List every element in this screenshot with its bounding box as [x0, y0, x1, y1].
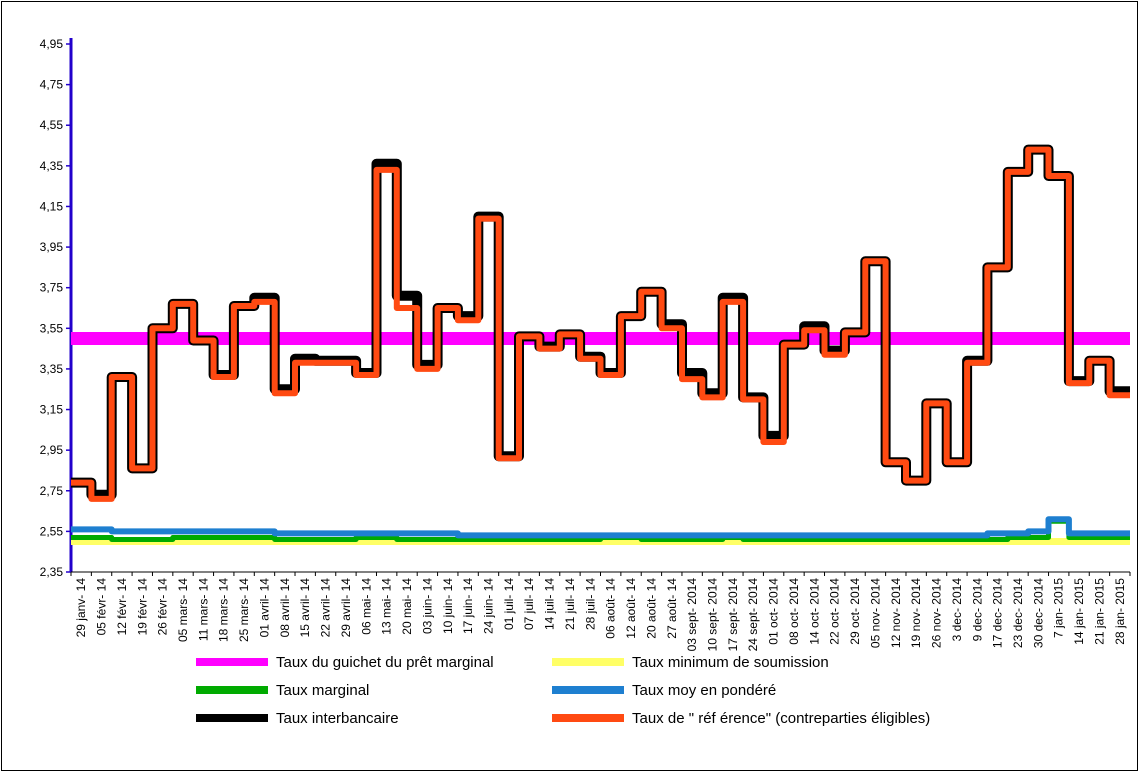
x-tick-label: 03 sept- 2014	[685, 578, 699, 652]
y-tick-label: 4,55	[40, 118, 64, 132]
legend-label: Taux du guichet du prêt marginal	[276, 654, 494, 671]
x-tick-label: 22 oct- 2014	[828, 578, 842, 645]
x-tick-label: 29 avril- 14	[339, 578, 353, 638]
x-tick-label: 06 mai- 14	[359, 578, 373, 635]
legend-swatch	[196, 686, 268, 694]
x-tick-label: 13 mai- 14	[380, 578, 394, 635]
legend-label: Taux interbancaire	[276, 710, 399, 727]
x-axis: 29 janv- 14 05 févr- 14 12 févr- 14 19 févr…	[70, 571, 1131, 652]
x-tick-label: 19 févr- 14	[135, 578, 149, 636]
x-tick-label: 7 jan- 2015	[1052, 578, 1066, 638]
x-tick-label: 05 févr- 14	[95, 578, 109, 636]
x-tick-label: 20 août- 14	[644, 578, 658, 639]
y-tick-label: 2,95	[40, 443, 64, 457]
x-tick-label: 19 nov- 2014	[909, 578, 923, 648]
legend-label: Taux moy en pondéré	[632, 682, 776, 699]
series-line-3	[71, 516, 1130, 539]
x-tick-label: 24 juin- 14	[481, 578, 495, 634]
x-tick-label: 12 févr- 14	[115, 578, 129, 636]
x-tick-label: 29 janv- 14	[74, 578, 88, 638]
x-tick-label: 07 juil- 14	[522, 578, 536, 630]
x-tick-label: 3 dec- 2014	[950, 578, 964, 642]
x-tick-label: 01 oct- 2014	[767, 578, 781, 645]
x-tick-label: 26 févr- 14	[156, 578, 170, 636]
x-tick-label: 10 sept- 2014	[706, 578, 720, 652]
x-tick-label: 05 nov- 2014	[868, 578, 882, 648]
x-tick-label: 30 dec- 2014	[1031, 578, 1045, 648]
x-tick-label: 28 juil- 14	[583, 578, 597, 630]
legend-swatch	[552, 714, 624, 722]
x-tick-label: 05 mars- 14	[176, 578, 190, 642]
y-tick-label: 4,95	[40, 37, 64, 51]
x-tick-label: 25 mars- 14	[237, 578, 251, 642]
y-axis: 2,35 2,55 2,75 2,95 3,15 3,35 3,55 3,75 3,95 4,15…	[40, 37, 73, 579]
x-tick-label: 28 jan- 2015	[1113, 578, 1127, 645]
x-tick-label: 01 juil- 14	[502, 578, 516, 630]
x-tick-label: 14 oct- 2014	[807, 578, 821, 645]
x-tick-label: 14 juil- 14	[543, 578, 557, 630]
y-tick-label: 3,35	[40, 362, 64, 376]
x-tick-label: 24 sept- 2014	[746, 578, 760, 652]
x-tick-label: 11 mars- 14	[196, 578, 210, 641]
x-tick-label: 29 oct- 2014	[848, 578, 862, 645]
y-tick-label: 2,55	[40, 524, 64, 538]
legend-label: Taux minimum de soumission	[632, 654, 829, 671]
x-tick-label: 18 mars- 14	[217, 578, 231, 642]
x-tick-label: 01 avril- 14	[257, 578, 271, 638]
x-tick-label: 17 sept- 2014	[726, 578, 740, 652]
legend-swatch	[552, 658, 624, 666]
x-tick-label: 26 nov- 2014	[930, 578, 944, 648]
x-tick-label: 9 dec- 2014	[970, 578, 984, 642]
y-tick-label: 3,75	[40, 281, 64, 295]
x-tick-label: 06 août- 14	[604, 578, 618, 639]
legend: Taux du guichet du prêt marginal Taux min…	[196, 654, 930, 727]
x-tick-label: 21 juil- 14	[563, 578, 577, 630]
y-tick-label: 2,35	[40, 565, 64, 579]
legend-swatch	[552, 686, 624, 694]
x-tick-label: 20 mai- 14	[400, 578, 414, 635]
x-tick-label: 12 nov- 2014	[889, 578, 903, 648]
x-tick-label: 27 août- 14	[665, 578, 679, 639]
y-tick-label: 3,15	[40, 403, 64, 417]
y-tick-label: 4,15	[40, 199, 64, 213]
legend-label: Taux de " réf érence" (contreparties éli…	[632, 710, 930, 727]
series-layer	[71, 144, 1130, 545]
y-tick-label: 4,75	[40, 78, 64, 92]
y-tick-label: 3,95	[40, 240, 64, 254]
legend-swatch	[196, 714, 268, 722]
legend-label: Taux marginal	[276, 682, 369, 699]
x-tick-label: 22 avril- 14	[319, 578, 333, 638]
x-tick-label: 21 jan- 2015	[1092, 578, 1106, 645]
x-tick-label: 23 dec- 2014	[1011, 578, 1025, 648]
y-tick-label: 4,35	[40, 159, 64, 173]
x-tick-label: 14 jan- 2015	[1072, 578, 1086, 645]
x-tick-label: 03 juin- 14	[420, 578, 434, 634]
x-tick-label: 08 avril- 14	[278, 578, 292, 638]
legend-swatch	[196, 658, 268, 666]
x-tick-label: 12 août- 14	[624, 578, 638, 639]
y-tick-label: 2,75	[40, 484, 64, 498]
series-line-4	[71, 144, 1130, 500]
x-tick-label: 17 juin- 14	[461, 578, 475, 634]
x-tick-label: 08 oct- 2014	[787, 578, 801, 645]
series-line-5	[71, 146, 1130, 502]
x-tick-label: 10 juin- 14	[441, 578, 455, 634]
x-tick-label: 17 dec- 2014	[991, 578, 1005, 648]
x-tick-label: 15 avril- 14	[298, 578, 312, 638]
y-tick-label: 3,55	[40, 321, 64, 335]
